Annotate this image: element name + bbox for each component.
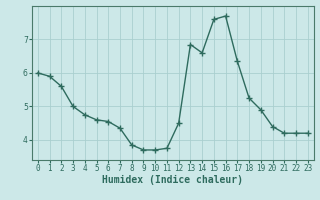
X-axis label: Humidex (Indice chaleur): Humidex (Indice chaleur) xyxy=(102,175,243,185)
